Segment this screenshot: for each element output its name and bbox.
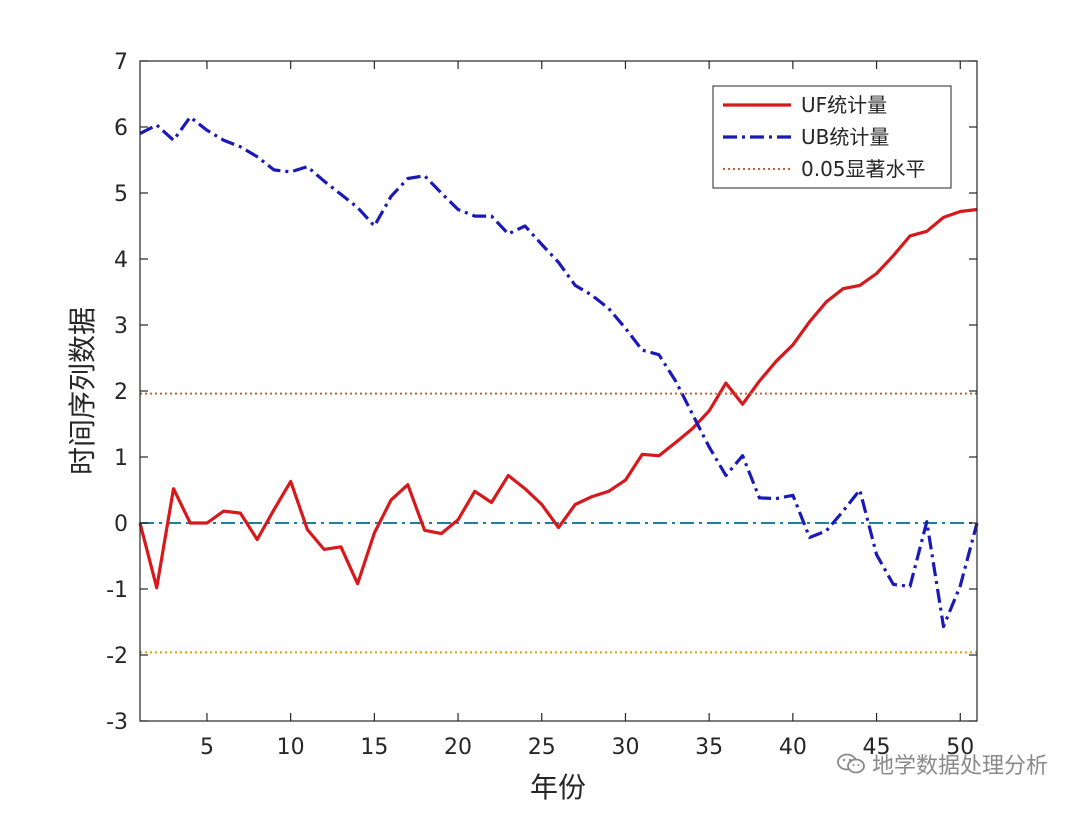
- y-tick-label: 1: [114, 446, 128, 471]
- x-axis-label: 年份: [530, 771, 586, 804]
- legend: UF统计量 UB统计量 0.05显著水平: [712, 85, 952, 189]
- y-tick-label: 6: [114, 116, 128, 141]
- watermark: 地学数据处理分析: [836, 748, 1048, 780]
- x-tick-label: 40: [779, 735, 807, 760]
- y-tick-label: 4: [114, 248, 128, 273]
- wechat-icon: [837, 753, 865, 774]
- x-tick-label: 15: [360, 735, 388, 760]
- x-tick-label: 5: [200, 735, 214, 760]
- x-tick-label: 10: [277, 735, 305, 760]
- y-tick-label: 3: [114, 314, 128, 339]
- watermark-text: 地学数据处理分析: [871, 754, 1048, 779]
- x-tick-label: 50: [946, 735, 974, 760]
- y-tick-label: 5: [114, 182, 128, 207]
- y-tick-label: 0: [114, 512, 128, 537]
- series-line-0: [138, 207, 978, 590]
- y-tick-label: -3: [106, 710, 128, 735]
- legend-label: 0.05显著水平: [801, 157, 926, 181]
- series-line-1: [139, 115, 979, 629]
- y-tick-label: 7: [114, 50, 128, 75]
- x-tick-label: 45: [863, 735, 891, 760]
- y-tick-label: 2: [114, 380, 128, 405]
- x-tick-label: 20: [444, 735, 472, 760]
- y-tick-label: -1: [106, 578, 128, 603]
- x-tick-label: 35: [695, 735, 723, 760]
- x-tick-label: 25: [528, 735, 556, 760]
- legend-label: UB统计量: [801, 125, 889, 149]
- y-axis-label: 时间序列数据: [66, 307, 99, 475]
- y-tick-label: -2: [106, 644, 128, 669]
- legend-label: UF统计量: [801, 93, 887, 117]
- x-tick-label: 30: [611, 735, 639, 760]
